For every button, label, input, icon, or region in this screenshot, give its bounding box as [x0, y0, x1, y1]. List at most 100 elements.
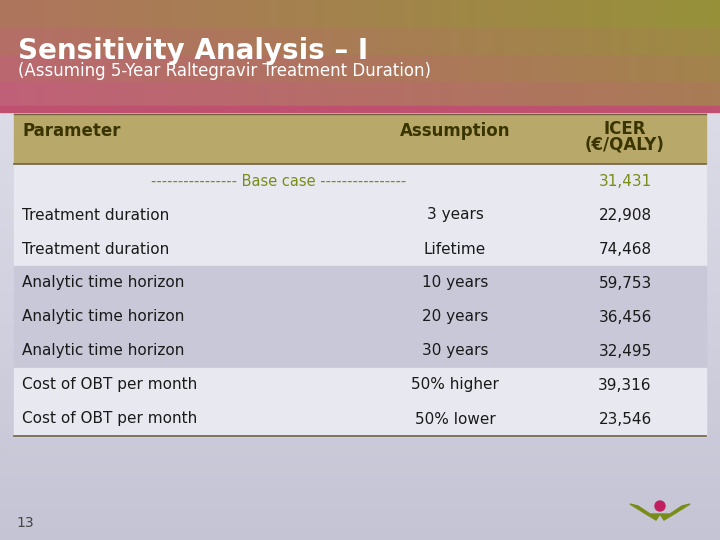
Bar — [468, 53, 478, 81]
Bar — [414, 80, 424, 108]
Bar — [288, 80, 298, 108]
Bar — [360, 0, 370, 27]
Bar — [675, 80, 685, 108]
Bar — [207, 26, 217, 54]
Bar — [0, 280, 720, 292]
Bar — [522, 80, 532, 108]
Bar — [306, 80, 316, 108]
Bar — [252, 80, 262, 108]
Bar — [378, 80, 388, 108]
Bar — [621, 0, 631, 27]
Bar — [576, 26, 586, 54]
Bar — [603, 53, 613, 81]
Bar — [648, 80, 658, 108]
Bar — [243, 0, 253, 27]
Bar — [180, 0, 190, 27]
Bar — [594, 53, 604, 81]
Bar — [234, 53, 244, 81]
Bar — [0, 118, 720, 130]
Bar — [540, 26, 550, 54]
Bar — [441, 0, 451, 27]
Bar — [0, 150, 720, 162]
Bar — [630, 0, 640, 27]
Bar — [378, 0, 388, 27]
Bar — [234, 26, 244, 54]
Text: 3 years: 3 years — [426, 207, 483, 222]
Text: 13: 13 — [16, 516, 34, 530]
Bar — [387, 0, 397, 27]
Bar — [162, 0, 172, 27]
Text: (€/QALY): (€/QALY) — [585, 136, 665, 154]
Bar — [630, 26, 640, 54]
Bar — [9, 26, 19, 54]
Bar — [477, 80, 487, 108]
Bar — [432, 0, 442, 27]
Bar — [540, 0, 550, 27]
Bar — [180, 80, 190, 108]
Bar — [405, 0, 415, 27]
Bar — [531, 80, 541, 108]
Bar — [81, 0, 91, 27]
Text: 32,495: 32,495 — [598, 343, 652, 359]
Bar — [216, 53, 226, 81]
Bar — [270, 53, 280, 81]
Bar — [27, 26, 37, 54]
Bar — [225, 26, 235, 54]
Bar — [612, 80, 622, 108]
Bar — [477, 0, 487, 27]
Bar — [0, 129, 720, 140]
Bar — [549, 80, 559, 108]
Bar — [45, 0, 55, 27]
Bar — [261, 80, 271, 108]
Bar — [693, 53, 703, 81]
Bar — [72, 53, 82, 81]
Bar — [0, 528, 720, 540]
Bar — [459, 80, 469, 108]
Bar — [333, 53, 343, 81]
Bar — [486, 80, 496, 108]
Bar — [0, 237, 720, 248]
Bar — [423, 80, 433, 108]
Bar — [504, 53, 514, 81]
Bar — [630, 53, 640, 81]
Bar — [441, 26, 451, 54]
Bar — [0, 0, 10, 27]
Bar — [99, 26, 109, 54]
Bar — [0, 366, 720, 378]
Bar — [711, 0, 720, 27]
Bar — [603, 80, 613, 108]
Bar — [45, 53, 55, 81]
Text: 59,753: 59,753 — [598, 275, 652, 291]
Bar — [0, 183, 720, 194]
Text: 23,546: 23,546 — [598, 411, 652, 427]
Bar — [558, 53, 568, 81]
Bar — [441, 53, 451, 81]
Bar — [0, 107, 720, 119]
Bar — [0, 420, 720, 432]
Bar — [126, 26, 136, 54]
Circle shape — [655, 501, 665, 511]
Bar — [495, 53, 505, 81]
Bar — [585, 53, 595, 81]
Bar — [14, 198, 706, 232]
Text: Analytic time horizon: Analytic time horizon — [22, 343, 184, 359]
Bar — [198, 53, 208, 81]
Bar — [486, 26, 496, 54]
Bar — [153, 53, 163, 81]
Bar — [432, 53, 442, 81]
Bar — [684, 53, 694, 81]
Bar — [261, 0, 271, 27]
Bar — [567, 53, 577, 81]
Bar — [0, 507, 720, 518]
Bar — [315, 0, 325, 27]
Bar — [0, 53, 10, 81]
Bar — [351, 80, 361, 108]
Bar — [0, 334, 720, 346]
Bar — [189, 80, 199, 108]
Bar — [14, 164, 706, 198]
Bar — [0, 496, 720, 508]
Bar — [0, 291, 720, 302]
Polygon shape — [660, 504, 690, 520]
Bar — [603, 26, 613, 54]
Bar — [261, 53, 271, 81]
